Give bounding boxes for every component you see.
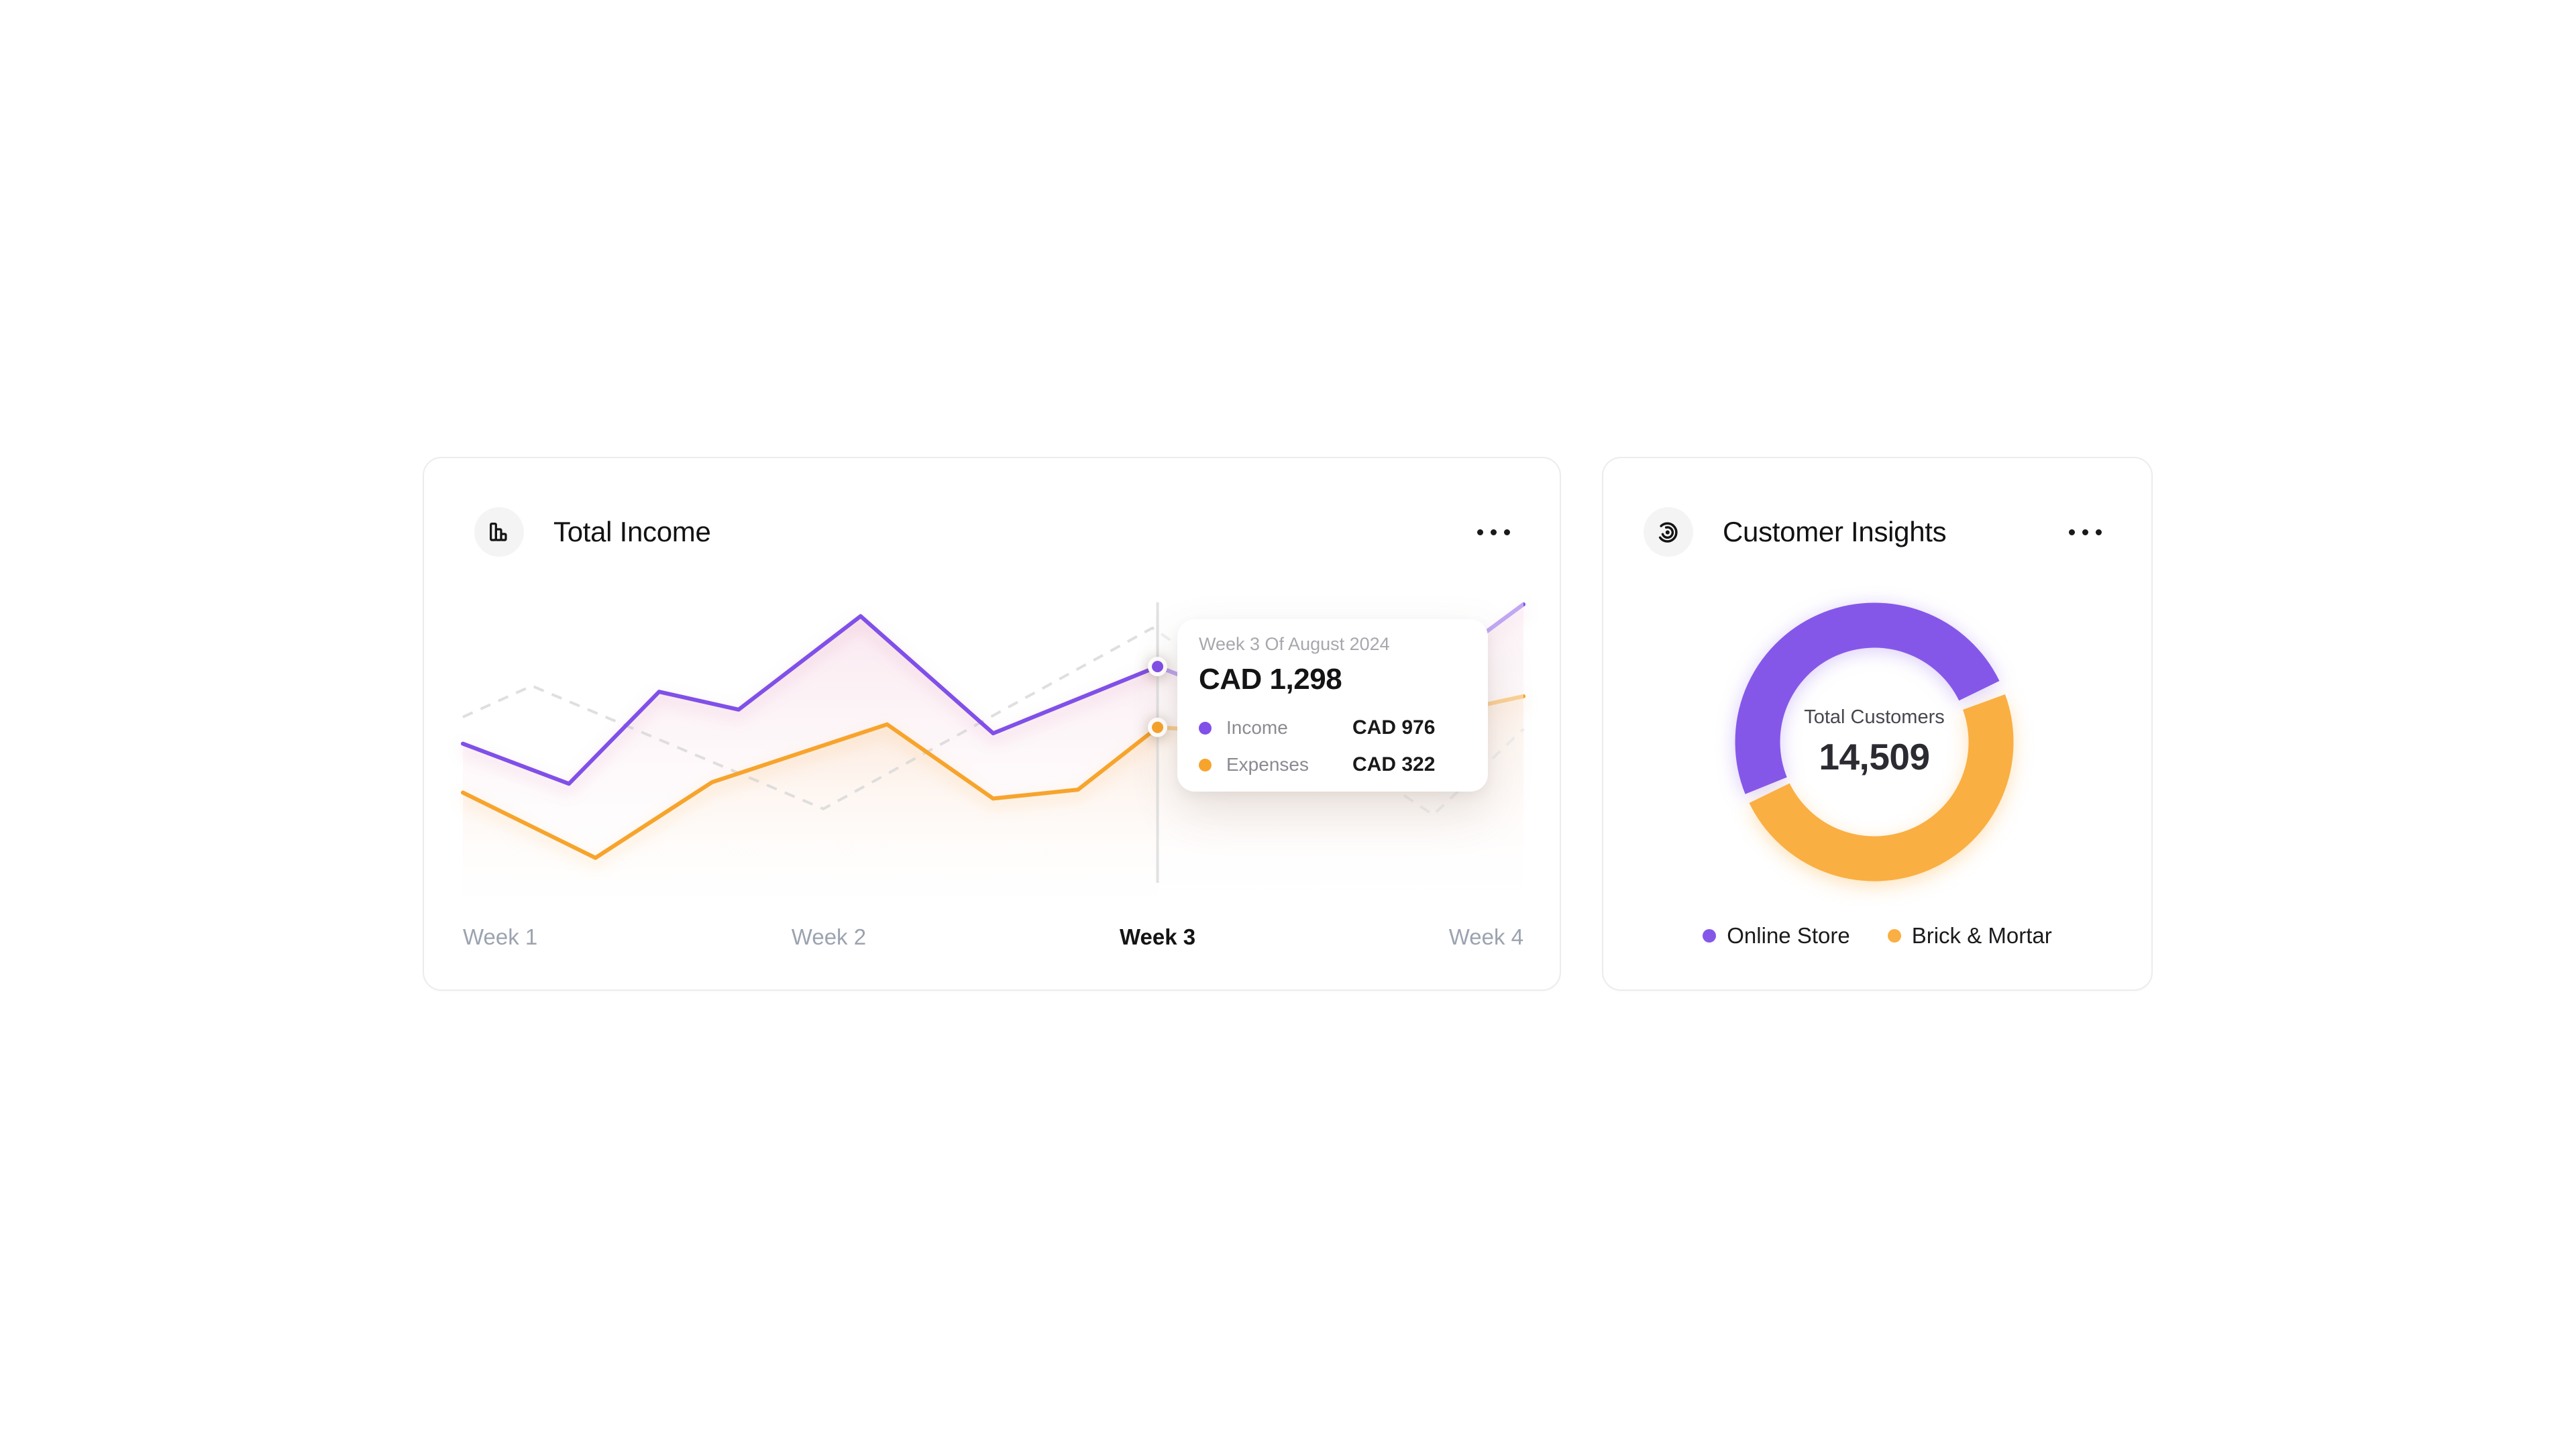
income-dot [1199, 721, 1212, 735]
total-customers-label: Total Customers [1804, 706, 1945, 728]
online-store-dot [1703, 929, 1717, 943]
tooltip-rows: Income CAD 976 Expenses CAD 322 [1199, 714, 1468, 779]
expenses-point-marker [1148, 717, 1168, 737]
x-axis-labels: Week 1 Week 2 Week 3 Week 4 [463, 924, 1523, 955]
tooltip-series-label: Expenses [1226, 754, 1309, 775]
income-expenses-line-chart[interactable]: Week 3 Of August 2024 CAD 1,298 Income C… [461, 598, 1525, 895]
more-options-button[interactable] [2068, 520, 2103, 545]
card-title-customer-insights: Customer Insights [1723, 516, 1947, 547]
donut-center-text: Total Customers 14,509 [1732, 600, 2017, 884]
total-customers-value: 14,509 [1819, 735, 1930, 777]
ellipsis-dot [2082, 529, 2088, 535]
tooltip-row-expenses: Expenses CAD 322 [1199, 751, 1468, 779]
more-options-button[interactable] [1476, 520, 1511, 545]
x-label-week-2: Week 2 [791, 924, 867, 949]
tooltip-series-label: Income [1226, 717, 1288, 738]
donut-segment-online-store[interactable] [1735, 602, 2000, 794]
tooltip-date: Week 3 Of August 2024 [1199, 634, 1390, 654]
card-title-total-income: Total Income [553, 516, 711, 547]
x-label-week-4: Week 4 [1448, 924, 1523, 949]
x-label-week-3: Week 3 [1119, 924, 1196, 949]
legend-brick-mortar[interactable]: Brick & Mortar [1887, 923, 2052, 949]
ellipsis-dot [1504, 529, 1510, 535]
legend-label: Brick & Mortar [1911, 923, 2052, 948]
customer-insights-header: Customer Insights [1644, 507, 2103, 557]
total-income-card: Total Income [423, 457, 1561, 991]
tooltip-series-value: CAD 976 [1352, 716, 1436, 739]
legend-online-store[interactable]: Online Store [1703, 923, 1850, 949]
customer-insights-card: Customer Insights Total Customers 14,509… [1602, 457, 2153, 991]
donut-segment-brick-mortar[interactable] [1749, 694, 2014, 881]
bar-chart-icon [474, 507, 524, 557]
x-label-week-1: Week 1 [463, 924, 538, 949]
expenses-dot [1199, 758, 1212, 771]
chart-tooltip: Week 3 Of August 2024 CAD 1,298 Income C… [1177, 619, 1488, 792]
donut-legend: Online Store Brick & Mortar [1603, 923, 2151, 949]
spiral-icon [1644, 507, 1693, 557]
trend-dashed-line [462, 626, 1525, 817]
income-point-marker [1148, 657, 1168, 677]
customers-donut-chart[interactable]: Total Customers 14,509 [1732, 600, 2017, 884]
tooltip-row-income: Income CAD 976 [1199, 714, 1468, 742]
ellipsis-dot [1491, 529, 1497, 535]
total-income-header: Total Income [474, 507, 1511, 557]
brick-mortar-dot [1887, 929, 1901, 943]
tooltip-series-value: CAD 322 [1352, 753, 1436, 775]
tooltip-total: CAD 1,298 [1199, 663, 1342, 696]
legend-label: Online Store [1727, 923, 1850, 948]
ellipsis-dot [1477, 529, 1483, 535]
ellipsis-dot [2069, 529, 2075, 535]
ellipsis-dot [2096, 529, 2102, 535]
